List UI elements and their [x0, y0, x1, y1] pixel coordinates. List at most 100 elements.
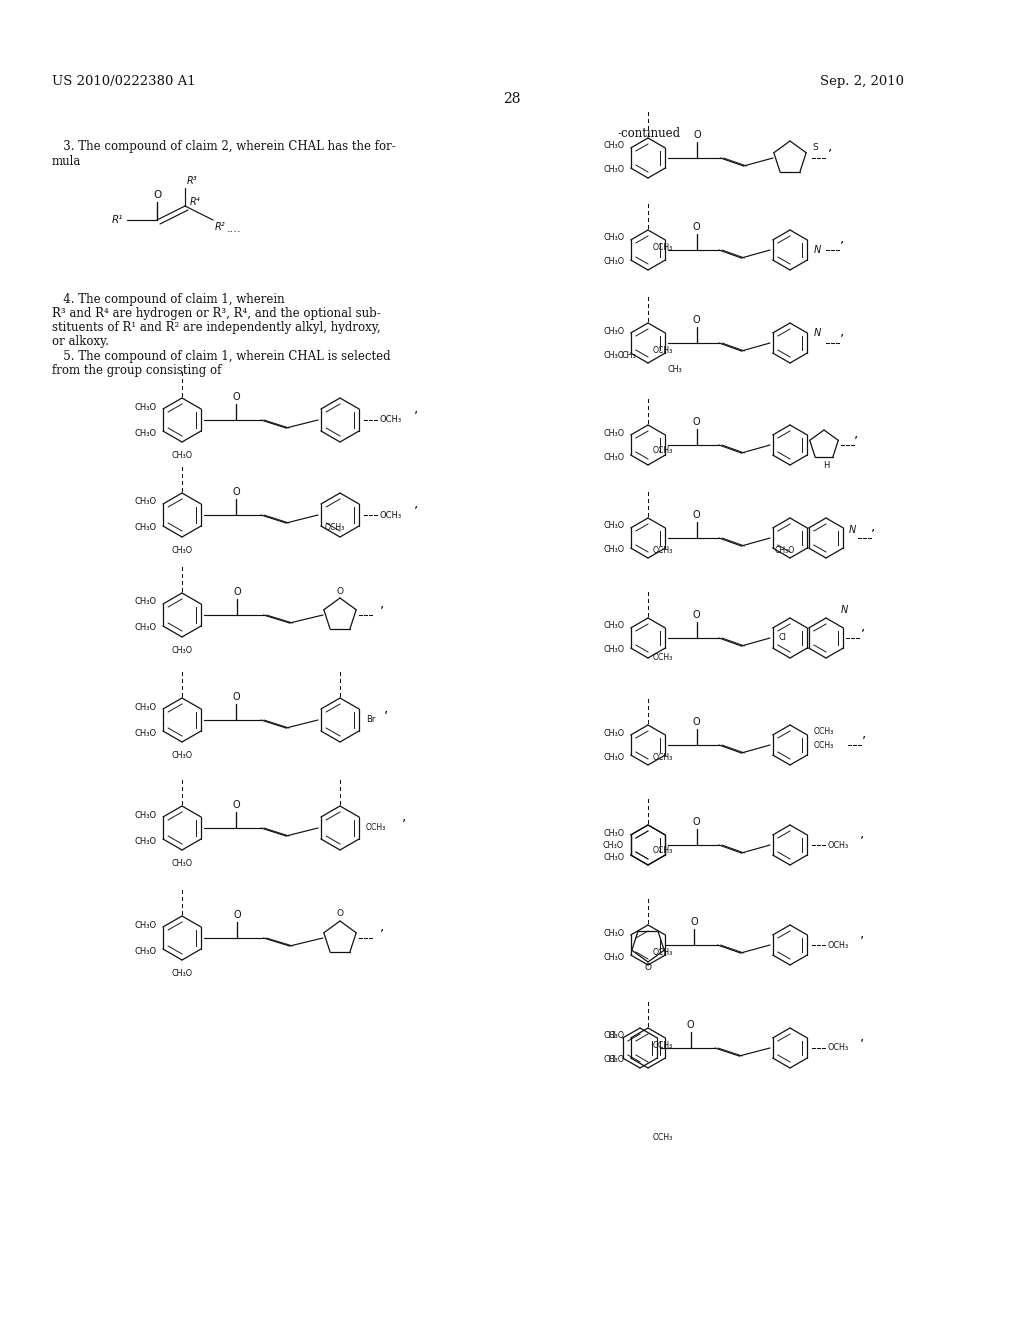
Text: O: O: [693, 817, 700, 828]
Text: Cl: Cl: [778, 634, 786, 643]
Text: CH₃O: CH₃O: [171, 451, 193, 459]
Text: N: N: [814, 327, 821, 338]
Text: OCH₃: OCH₃: [366, 824, 386, 833]
Text: OCH₃: OCH₃: [653, 346, 673, 355]
Text: OCH₃: OCH₃: [814, 741, 835, 750]
Text: CH₃O: CH₃O: [775, 546, 795, 554]
Text: OCH₃: OCH₃: [380, 511, 402, 520]
Text: O: O: [153, 190, 161, 201]
Text: CH₃O: CH₃O: [604, 521, 625, 531]
Text: O: O: [644, 964, 651, 973]
Text: ,: ,: [860, 1030, 864, 1043]
Text: O: O: [232, 392, 240, 403]
Text: CH₃O: CH₃O: [135, 623, 157, 632]
Text: ,: ,: [402, 809, 407, 822]
Text: or alkoxy.: or alkoxy.: [52, 335, 109, 348]
Text: CH₃O: CH₃O: [604, 645, 625, 655]
Text: CH₃O: CH₃O: [604, 545, 625, 554]
Text: CH₃O: CH₃O: [135, 403, 157, 412]
Text: from the group consisting of: from the group consisting of: [52, 364, 221, 378]
Text: N: N: [841, 605, 848, 615]
Text: O: O: [693, 510, 700, 520]
Text: N: N: [849, 525, 856, 535]
Text: OCH₃: OCH₃: [653, 1041, 673, 1049]
Text: 3. The compound of claim 2, wherein CHAL has the for-: 3. The compound of claim 2, wherein CHAL…: [52, 140, 395, 153]
Text: US 2010/0222380 A1: US 2010/0222380 A1: [52, 75, 196, 88]
Text: CH₃O: CH₃O: [135, 729, 157, 738]
Text: CH₃O: CH₃O: [604, 141, 625, 150]
Text: CH₃O: CH₃O: [604, 729, 625, 738]
Text: O: O: [233, 587, 241, 597]
Text: CH₃O: CH₃O: [604, 1031, 625, 1040]
Text: ,: ,: [380, 919, 384, 933]
Text: CH₃O: CH₃O: [603, 841, 624, 850]
Text: OCH₃: OCH₃: [653, 846, 673, 855]
Text: ,: ,: [862, 726, 866, 741]
Text: OCH₃: OCH₃: [828, 1044, 849, 1052]
Text: CH₃O: CH₃O: [135, 810, 157, 820]
Text: CH₃O: CH₃O: [604, 165, 625, 174]
Text: CH₃O: CH₃O: [604, 351, 625, 359]
Text: O: O: [693, 129, 701, 140]
Text: O: O: [337, 586, 343, 595]
Text: OCH₃: OCH₃: [380, 416, 402, 425]
Text: CH₃O: CH₃O: [604, 257, 625, 267]
Text: CH₃O: CH₃O: [135, 946, 157, 956]
Text: O: O: [687, 1020, 694, 1030]
Text: 28: 28: [503, 92, 521, 106]
Text: CH₃: CH₃: [622, 351, 636, 359]
Text: R⁴: R⁴: [190, 197, 201, 207]
Text: CH₃O: CH₃O: [171, 546, 193, 554]
Text: CH₃O: CH₃O: [135, 498, 157, 507]
Text: CH₃O: CH₃O: [135, 837, 157, 846]
Text: R³: R³: [187, 176, 198, 186]
Text: O: O: [693, 417, 700, 426]
Text: OCH₃: OCH₃: [653, 948, 673, 957]
Text: OCH₃: OCH₃: [653, 752, 673, 762]
Text: CH₃O: CH₃O: [135, 524, 157, 532]
Text: ,: ,: [384, 701, 388, 715]
Text: ....: ....: [227, 224, 242, 234]
Text: 4. The compound of claim 1, wherein: 4. The compound of claim 1, wherein: [52, 293, 285, 306]
Text: OCH₃: OCH₃: [828, 841, 849, 850]
Text: CH₃O: CH₃O: [604, 326, 625, 335]
Text: ,: ,: [840, 323, 845, 338]
Text: O: O: [693, 717, 700, 727]
Text: O: O: [690, 917, 698, 927]
Text: CH₃O: CH₃O: [604, 953, 625, 961]
Text: OCH₃: OCH₃: [828, 940, 849, 949]
Text: CH₃O: CH₃O: [135, 702, 157, 711]
Text: ,: ,: [380, 597, 384, 610]
Text: O: O: [232, 487, 240, 498]
Text: H: H: [823, 461, 829, 470]
Text: stituents of R¹ and R² are independently alkyl, hydroxy,: stituents of R¹ and R² are independently…: [52, 321, 381, 334]
Text: ,: ,: [861, 619, 865, 634]
Text: ,: ,: [414, 496, 419, 510]
Text: CH₃O: CH₃O: [135, 920, 157, 929]
Text: R²: R²: [215, 222, 225, 232]
Text: Cl: Cl: [608, 1031, 616, 1040]
Text: ,: ,: [860, 826, 864, 840]
Text: CH₃O: CH₃O: [604, 829, 625, 837]
Text: CH₃: CH₃: [668, 366, 683, 375]
Text: CH₃O: CH₃O: [171, 859, 193, 869]
Text: Cl: Cl: [608, 1056, 616, 1064]
Text: 5. The compound of claim 1, wherein CHAL is selected: 5. The compound of claim 1, wherein CHAL…: [52, 350, 390, 363]
Text: O: O: [233, 909, 241, 920]
Text: ,: ,: [414, 401, 419, 414]
Text: R³ and R⁴ are hydrogen or R³, R⁴, and the optional sub-: R³ and R⁴ are hydrogen or R³, R⁴, and th…: [52, 308, 381, 319]
Text: CH₃O: CH₃O: [604, 752, 625, 762]
Text: CH₃O: CH₃O: [171, 969, 193, 978]
Text: Br: Br: [366, 715, 376, 725]
Text: OCH₃: OCH₃: [653, 243, 673, 252]
Text: O: O: [693, 222, 700, 232]
Text: O: O: [232, 800, 240, 810]
Text: OCH₃: OCH₃: [653, 446, 673, 455]
Text: ,: ,: [871, 519, 876, 533]
Text: OCH₃: OCH₃: [653, 653, 673, 663]
Text: CH₃O: CH₃O: [604, 453, 625, 462]
Text: ,: ,: [860, 927, 864, 940]
Text: O: O: [693, 610, 700, 620]
Text: CH₃O: CH₃O: [135, 429, 157, 437]
Text: OCH₃: OCH₃: [653, 546, 673, 554]
